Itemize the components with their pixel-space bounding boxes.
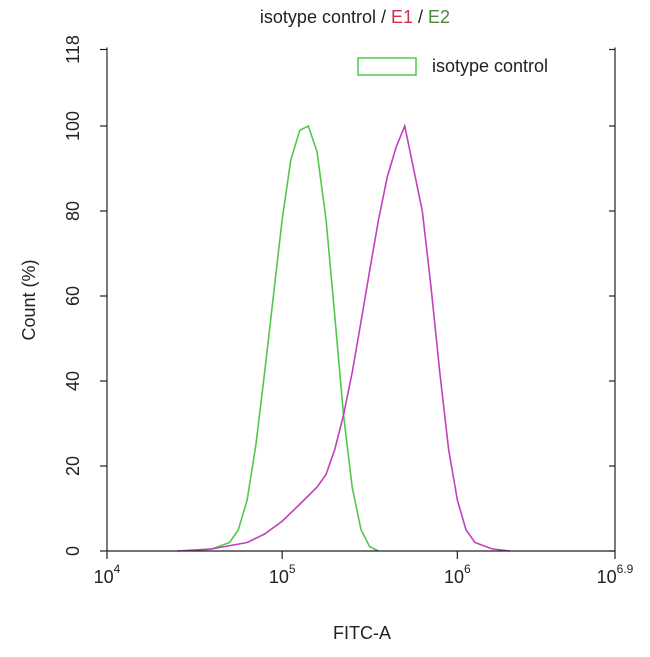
legend-label: isotype control <box>432 56 548 76</box>
title-part: isotype control / <box>260 7 386 27</box>
histogram-line <box>194 124 379 552</box>
y-tick-label: 40 <box>63 371 83 391</box>
y-tick-label: 20 <box>63 456 83 476</box>
y-axis-label: Count (%) <box>19 259 39 340</box>
histogram-line <box>176 123 511 552</box>
title-part: E1 <box>391 7 413 27</box>
x-tick-base: 10 <box>94 567 114 587</box>
x-tick-base: 10 <box>269 567 289 587</box>
x-tick-base: 10 <box>444 567 464 587</box>
x-tick-base: 10 <box>597 567 617 587</box>
chart-title: isotype control / E1/E2 <box>260 7 450 27</box>
x-tick-exponent: 5 <box>289 562 296 576</box>
x-tick-label: 104 <box>94 562 121 587</box>
x-tick-label: 106.9 <box>597 562 634 587</box>
x-tick-label: 106 <box>444 562 471 587</box>
x-tick-label: 105 <box>269 562 296 587</box>
y-tick-label: 80 <box>63 201 83 221</box>
x-tick-exponent: 6 <box>464 562 471 576</box>
x-axis-label: FITC-A <box>333 623 391 643</box>
y-tick-label: 100 <box>63 111 83 141</box>
x-tick-exponent: 6.9 <box>617 562 634 576</box>
title-part: / <box>418 7 423 27</box>
legend-swatch <box>357 57 417 76</box>
title-part: E2 <box>428 7 450 27</box>
y-tick-label: 118 <box>63 35 83 64</box>
y-tick-label: 0 <box>63 546 83 556</box>
x-tick-exponent: 4 <box>114 562 121 576</box>
plot-area <box>176 123 511 552</box>
y-tick-label: 60 <box>63 286 83 306</box>
